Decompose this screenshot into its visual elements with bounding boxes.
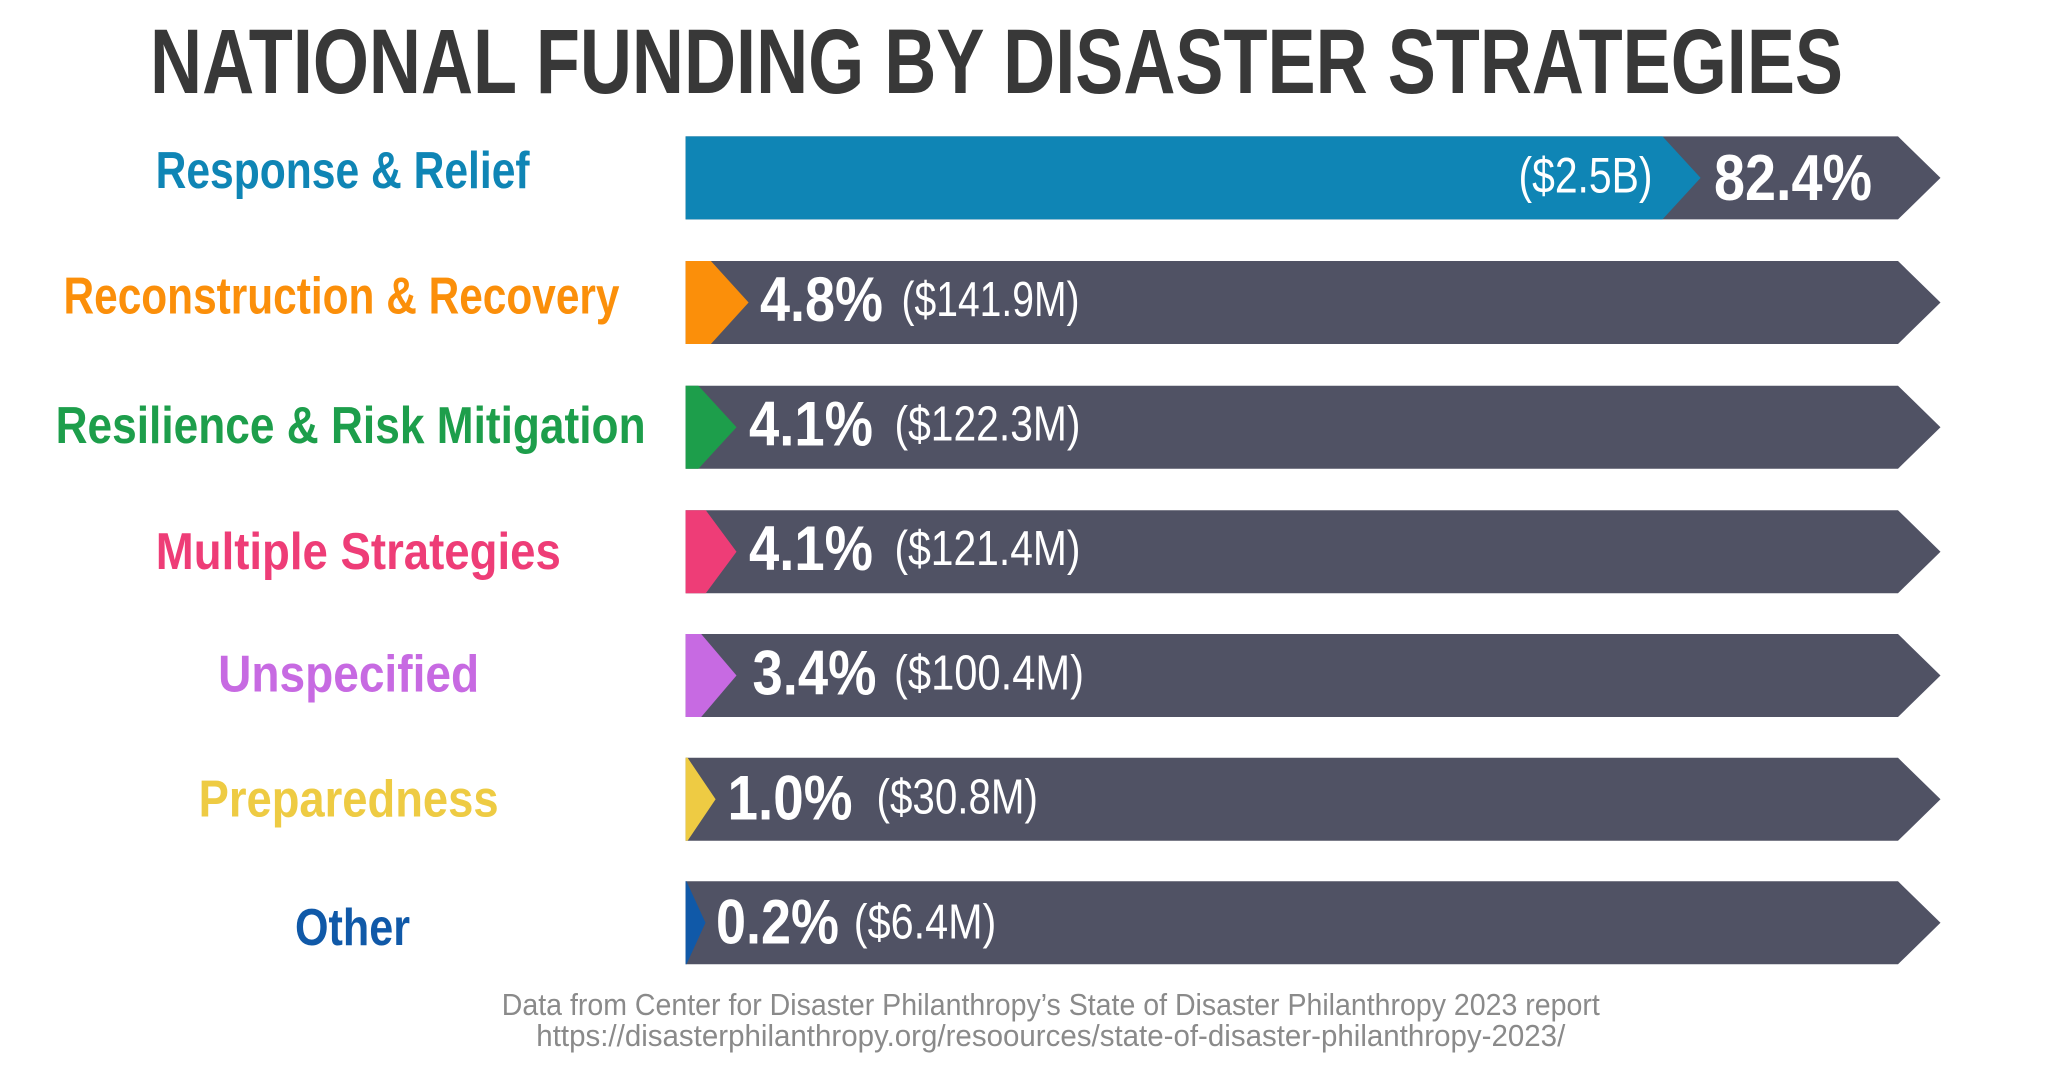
svg-text:4.8%: 4.8% [760, 265, 883, 335]
svg-text:Reconstruction & Recovery: Reconstruction & Recovery [64, 267, 620, 325]
svg-text:($2.5B): ($2.5B) [1519, 148, 1653, 204]
svg-text:Multiple Strategies: Multiple Strategies [156, 523, 561, 581]
svg-text:($100.4M): ($100.4M) [894, 647, 1084, 701]
svg-text:Other: Other [295, 899, 410, 957]
svg-text:82.4%: 82.4% [1714, 141, 1872, 214]
svg-text:Unspecified: Unspecified [218, 646, 479, 704]
svg-text:($122.3M): ($122.3M) [895, 398, 1081, 452]
svg-text:($121.4M): ($121.4M) [895, 522, 1081, 576]
svg-text:NATIONAL FUNDING BY DISASTER S: NATIONAL FUNDING BY DISASTER STRATEGIES [150, 11, 1843, 113]
svg-text:Response & Relief: Response & Relief [156, 142, 531, 200]
svg-text:0.2%: 0.2% [716, 888, 839, 958]
svg-text:Preparedness: Preparedness [199, 770, 499, 828]
svg-text:https://disasterphilanthropy.o: https://disasterphilanthropy.org/resoour… [536, 1018, 1565, 1053]
svg-text:3.4%: 3.4% [753, 639, 877, 709]
svg-text:Resilience & Risk Mitigation: Resilience & Risk Mitigation [56, 397, 646, 455]
svg-text:1.0%: 1.0% [728, 764, 853, 834]
svg-text:4.1%: 4.1% [749, 514, 873, 584]
svg-text:($30.8M): ($30.8M) [877, 770, 1039, 824]
svg-text:4.1%: 4.1% [749, 390, 873, 460]
svg-text:($141.9M): ($141.9M) [902, 273, 1080, 327]
svg-text:($6.4M): ($6.4M) [854, 896, 997, 950]
svg-text:Data from Center for Disaster: Data from Center for Disaster Philanthro… [502, 987, 1600, 1022]
